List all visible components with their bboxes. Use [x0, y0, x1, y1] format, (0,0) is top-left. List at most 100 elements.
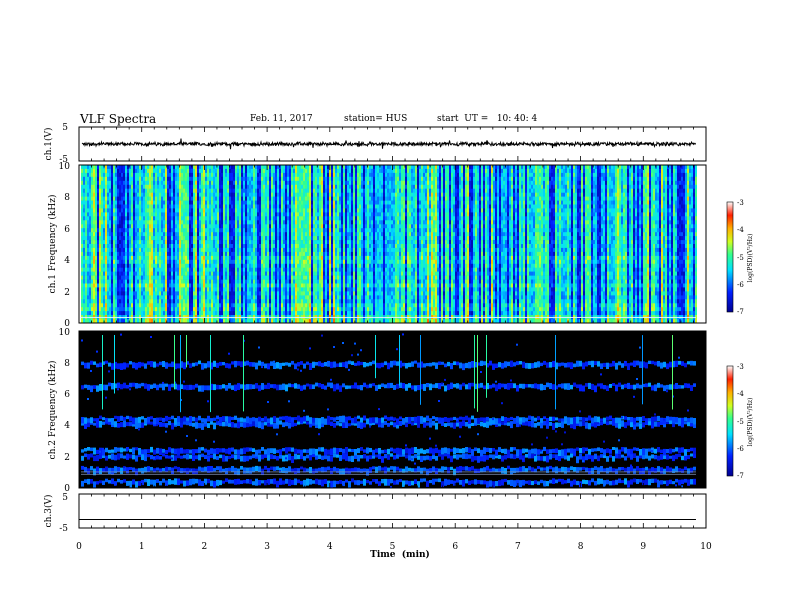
- spectrogram-cell: [247, 184, 249, 190]
- spectrogram-cell: [239, 212, 241, 217]
- spectrogram-cell: [105, 279, 107, 284]
- spectrogram-cell: [293, 271, 295, 276]
- spectrogram-cell: [201, 247, 203, 253]
- spectrogram-cell: [183, 279, 185, 284]
- spectrogram-cell: [191, 172, 193, 178]
- spectrogram-cell: [135, 251, 137, 257]
- spectrogram-cell: [101, 204, 103, 209]
- spectrogram-cell: [101, 311, 103, 316]
- spectrogram-cell: [257, 240, 259, 245]
- spectrogram-cell: [269, 176, 271, 182]
- spectrogram-cell: [129, 204, 131, 209]
- spectrogram-cell: [121, 180, 123, 186]
- spectrogram-cell: [187, 299, 189, 304]
- spectrogram-cell: [107, 271, 109, 276]
- spectrogram-cell: [309, 267, 311, 272]
- spectrogram-cell: [139, 176, 141, 182]
- spectrogram-cell: [115, 212, 117, 217]
- spectrogram-cell: [129, 168, 131, 174]
- spectrogram-cell: [323, 311, 325, 316]
- spectrogram-cell: [129, 263, 131, 269]
- spectrogram-cell: [219, 200, 221, 205]
- spectrogram-cell: [249, 259, 251, 265]
- spectrogram-cell: [223, 307, 225, 312]
- spectrogram-cell: [313, 251, 315, 257]
- spectrogram-cell: [265, 165, 267, 170]
- spectrogram-cell: [301, 267, 303, 272]
- spectrogram-cell: [149, 208, 151, 213]
- spectrogram-cell: [101, 165, 103, 170]
- spectrogram-cell: [221, 216, 223, 221]
- spectrogram-cell: [233, 259, 235, 265]
- spectrogram-cell: [89, 251, 91, 257]
- spectrogram-cell: [109, 224, 111, 229]
- spectrogram-cell: [303, 208, 305, 213]
- spectrogram-cell: [117, 180, 119, 186]
- spectrogram-cell: [129, 192, 131, 197]
- spectrogram-cell: [155, 180, 157, 186]
- spectrogram-cell: [315, 228, 317, 233]
- spectrogram-cell: [91, 251, 93, 257]
- spectrogram-cell: [319, 291, 321, 296]
- spectrogram-cell: [215, 279, 217, 284]
- spectrogram-cell: [89, 295, 91, 300]
- spectrogram-cell: [201, 307, 203, 312]
- spectrogram-cell: [251, 283, 253, 288]
- spectrogram-cell: [303, 279, 305, 284]
- spectrogram-cell: [303, 216, 305, 221]
- spectrogram-cell: [323, 208, 325, 213]
- spectrogram-cell: [297, 251, 299, 257]
- spectrogram-cell: [315, 295, 317, 300]
- spectrogram-cell: [129, 228, 131, 233]
- spectrogram-cell: [211, 291, 213, 296]
- spectrogram-cell: [161, 212, 163, 217]
- spectrogram-cell: [253, 303, 255, 308]
- spectrogram-cell: [189, 220, 191, 225]
- spectrogram-cell: [113, 299, 115, 304]
- spectrogram-cell: [311, 244, 313, 249]
- spectrogram-cell: [181, 275, 183, 280]
- spectrogram-cell: [155, 216, 157, 221]
- spectrogram-cell: [301, 319, 303, 324]
- spectrogram-cell: [235, 291, 237, 296]
- spectrogram-cell: [81, 228, 83, 233]
- spectrogram-cell: [83, 224, 85, 229]
- spectrogram-cell: [275, 220, 277, 225]
- spectrogram-cell: [223, 204, 225, 209]
- spectrogram-cell: [195, 208, 197, 213]
- spectrogram-cell: [267, 224, 269, 229]
- spectrogram-cell: [299, 224, 301, 229]
- spectrogram-cell: [99, 259, 101, 265]
- spectrogram-cell: [101, 271, 103, 276]
- spectrogram-cell: [149, 176, 151, 182]
- spectrogram-cell: [97, 311, 99, 316]
- spectrogram-cell: [99, 232, 101, 237]
- spectrogram-cell: [315, 220, 317, 225]
- spectrogram-cell: [213, 224, 215, 229]
- spectrogram-cell: [229, 303, 231, 308]
- spectrogram-cell: [141, 299, 143, 304]
- spectrogram-cell: [105, 212, 107, 217]
- spectrogram-cell: [127, 172, 129, 178]
- spectrogram-cell: [263, 279, 265, 284]
- spectrogram-cell: [81, 172, 83, 178]
- spectrogram-cell: [277, 244, 279, 249]
- spectrogram-cell: [257, 204, 259, 209]
- spectrogram-cell: [281, 172, 283, 178]
- spectrogram-cell: [99, 208, 101, 213]
- spectrogram-cell: [301, 196, 303, 201]
- spectrogram-cell: [113, 279, 115, 284]
- spectrogram-cell: [293, 236, 295, 241]
- spectrogram-cell: [239, 240, 241, 245]
- spectrogram-cell: [123, 220, 125, 225]
- spectrogram-cell: [251, 165, 253, 170]
- spectrogram-cell: [125, 283, 127, 288]
- spectrogram-cell: [277, 263, 279, 269]
- spectrogram-cell: [275, 271, 277, 276]
- spectrogram-cell: [295, 319, 297, 324]
- spectrogram-cell: [237, 208, 239, 213]
- spectrogram-cell: [283, 279, 285, 284]
- spectrogram-cell: [107, 192, 109, 197]
- spectrogram-cell: [197, 236, 199, 241]
- spectrogram-cell: [93, 244, 95, 249]
